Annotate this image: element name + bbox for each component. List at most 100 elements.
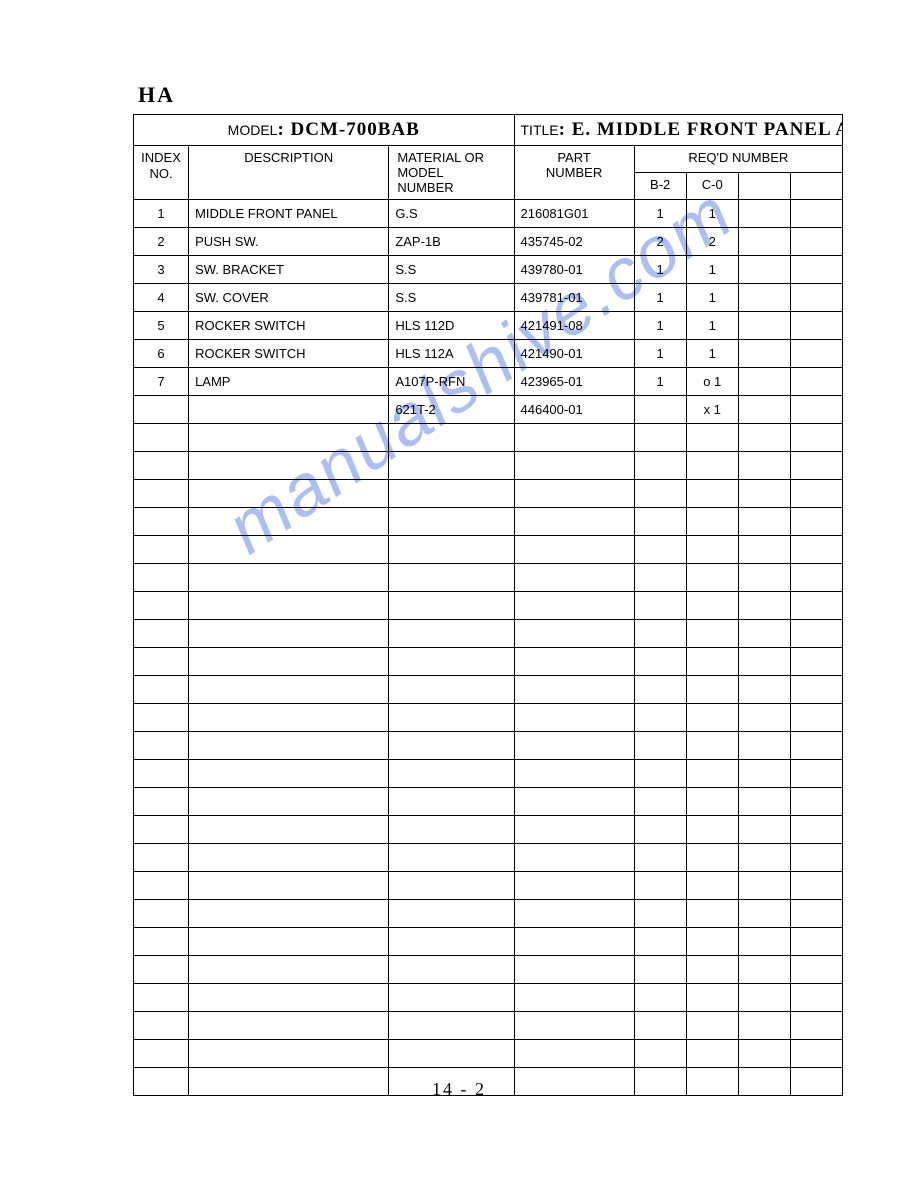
cell-empty (514, 536, 634, 564)
cell-empty (738, 816, 790, 844)
table-row-empty (134, 1040, 843, 1068)
cell-qty-2: o 1 (686, 368, 738, 396)
table-row-empty (134, 508, 843, 536)
cell-empty (514, 452, 634, 480)
cell-empty (134, 704, 189, 732)
cell-empty (189, 480, 389, 508)
cell-empty (634, 592, 686, 620)
cell-empty (686, 480, 738, 508)
cell-index: 5 (134, 312, 189, 340)
title-label: TITLE (521, 122, 559, 138)
cell-empty (634, 480, 686, 508)
cell-part: 446400-01 (514, 396, 634, 424)
cell-empty (790, 732, 842, 760)
cell-empty (738, 508, 790, 536)
cell-empty (738, 984, 790, 1012)
cell-empty (738, 592, 790, 620)
cell-qty-1 (634, 396, 686, 424)
cell-description: ROCKER SWITCH (189, 340, 389, 368)
cell-empty (134, 508, 189, 536)
cell-index (134, 396, 189, 424)
cell-empty (686, 956, 738, 984)
table-row: 4SW. COVERS.S439781-0111 (134, 284, 843, 312)
cell-empty (189, 564, 389, 592)
table-row-empty (134, 984, 843, 1012)
cell-index: 6 (134, 340, 189, 368)
cell-empty (389, 648, 514, 676)
cell-empty (189, 1040, 389, 1068)
cell-empty (634, 816, 686, 844)
cell-empty (389, 508, 514, 536)
table-header-row-1: INDEXNO.DESCRIPTIONMATERIAL ORMODELNUMBE… (134, 146, 843, 173)
cell-description (189, 396, 389, 424)
cell-empty (634, 1012, 686, 1040)
cell-empty (686, 732, 738, 760)
cell-empty (738, 424, 790, 452)
cell-description: MIDDLE FRONT PANEL (189, 200, 389, 228)
cell-qty-4 (790, 396, 842, 424)
table-title-row: MODEL: DCM-700BABTITLE: E. MIDDLE FRONT … (134, 115, 843, 146)
cell-empty (134, 956, 189, 984)
cell-empty (790, 508, 842, 536)
cell-part: 435745-02 (514, 228, 634, 256)
cell-empty (389, 928, 514, 956)
cell-empty (389, 872, 514, 900)
cell-empty (634, 452, 686, 480)
cell-empty (134, 676, 189, 704)
cell-empty (790, 984, 842, 1012)
cell-qty-3 (738, 312, 790, 340)
cell-empty (686, 620, 738, 648)
cell-empty (389, 424, 514, 452)
cell-empty (790, 928, 842, 956)
cell-empty (189, 928, 389, 956)
cell-empty (790, 648, 842, 676)
cell-empty (189, 620, 389, 648)
cell-empty (634, 900, 686, 928)
cell-empty (514, 676, 634, 704)
cell-empty (686, 760, 738, 788)
cell-empty (634, 984, 686, 1012)
cell-empty (634, 872, 686, 900)
cell-empty (634, 424, 686, 452)
cell-empty (389, 1012, 514, 1040)
cell-qty-1: 2 (634, 228, 686, 256)
cell-empty (790, 536, 842, 564)
page-number: 14 - 2 (0, 1079, 918, 1100)
cell-empty (189, 536, 389, 564)
cell-index: 7 (134, 368, 189, 396)
cell-empty (790, 844, 842, 872)
cell-empty (514, 984, 634, 1012)
cell-empty (738, 480, 790, 508)
cell-empty (738, 620, 790, 648)
cell-part: 439780-01 (514, 256, 634, 284)
table-row: 1MIDDLE FRONT PANELG.S216081G0111 (134, 200, 843, 228)
cell-empty (389, 816, 514, 844)
table-row: 7LAMPA107P-RFN423965-011o 1 (134, 368, 843, 396)
cell-empty (514, 564, 634, 592)
cell-empty (134, 984, 189, 1012)
cell-empty (389, 620, 514, 648)
cell-empty (790, 760, 842, 788)
cell-qty-3 (738, 284, 790, 312)
cell-empty (790, 816, 842, 844)
cell-empty (790, 1040, 842, 1068)
brand-label: HA (138, 82, 175, 108)
cell-qty-4 (790, 368, 842, 396)
parts-table-wrap: MODEL: DCM-700BABTITLE: E. MIDDLE FRONT … (133, 114, 843, 1096)
cell-empty (189, 900, 389, 928)
cell-empty (738, 452, 790, 480)
cell-empty (189, 452, 389, 480)
cell-empty (686, 984, 738, 1012)
cell-empty (134, 816, 189, 844)
cell-empty (514, 928, 634, 956)
cell-material: 621T-2 (389, 396, 514, 424)
cell-index: 1 (134, 200, 189, 228)
cell-empty (738, 704, 790, 732)
cell-empty (738, 676, 790, 704)
table-row-empty (134, 956, 843, 984)
cell-empty (134, 424, 189, 452)
model-value: : DCM-700BAB (277, 119, 419, 140)
cell-empty (686, 704, 738, 732)
cell-empty (514, 648, 634, 676)
cell-empty (389, 676, 514, 704)
